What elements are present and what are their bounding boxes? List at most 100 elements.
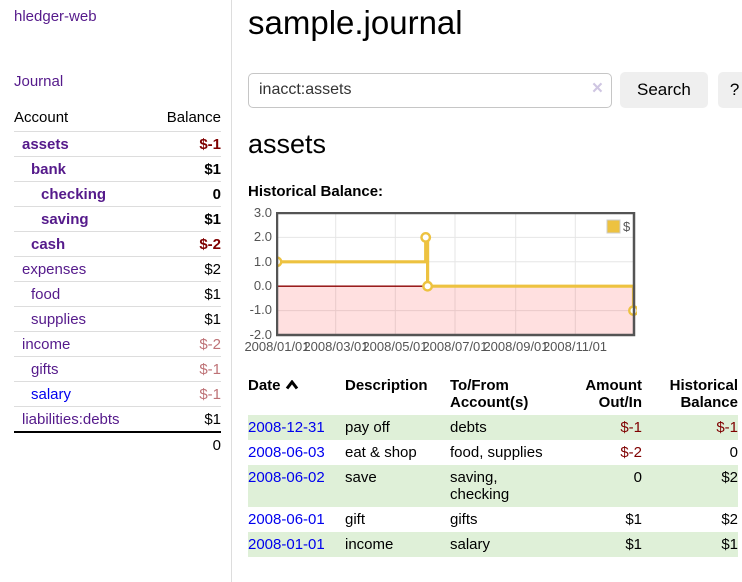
transaction-amount: 0 [560,465,642,507]
transaction-amount: $-2 [620,444,642,461]
register-header-row: Date Description To/From Account(s) Amou… [248,375,738,415]
x-tick: 2008/09/01 [483,339,549,354]
account-balance: $-1 [150,381,221,407]
column-header-balance: Historical Balance [669,377,738,411]
y-tick: 0.0 [253,278,272,293]
column-header-account: To/From Account(s) [450,377,529,411]
x-tick: 2008/05/01 [362,339,428,354]
account-link-supplies[interactable]: supplies [31,310,87,328]
transaction-amount: $1 [625,511,642,528]
account-row: supplies $1 [14,306,221,332]
brand-link[interactable]: hledger-web [14,8,97,25]
account-row: gifts $-1 [14,356,221,382]
transaction-description: save [345,465,450,507]
data-point [420,232,432,243]
account-link-liabilities-debts[interactable]: liabilities:debts [22,410,120,428]
y-tick: 3.0 [253,205,272,220]
account-link-assets[interactable]: assets [22,135,69,153]
account-link-expenses[interactable]: expenses [22,260,87,278]
transaction-account: debts [450,415,560,440]
search-button[interactable]: Search [620,72,708,108]
x-tick: 2008/11/01 [542,339,608,354]
transaction-description: pay off [345,415,450,440]
search-input[interactable] [248,72,612,108]
accounts-total-balance: 0 [150,431,221,457]
transaction-description: eat & shop [345,444,417,461]
accounts-table: Account Balance assets $-1 bank $1 check… [14,106,221,457]
main-content: sample.journal × Search ? assets Histori… [232,0,742,582]
sidebar: hledger-web Journal Account Balance asse… [0,0,232,582]
search-form: × Search ? [248,72,742,108]
account-link-income[interactable]: income [22,335,71,353]
transaction-date-link[interactable]: 2008-06-03 [248,444,325,461]
register-row: 2008-06-02 save saving, checking 0 $2 [248,465,738,507]
account-link-gifts[interactable]: gifts [31,360,59,378]
account-balance: $-2 [150,331,221,357]
accounts-header-row: Account Balance [14,106,221,132]
x-tick: 2008/01/01 [244,339,310,354]
account-row: checking 0 [14,181,221,207]
register-table: Date Description To/From Account(s) Amou… [248,375,738,557]
transaction-date-link[interactable]: 2008-06-02 [248,469,325,486]
help-button[interactable]: ? [717,72,742,108]
transaction-date-link[interactable]: 2008-12-31 [248,419,325,436]
historical-balance-label: Historical Balance: [248,183,384,200]
y-tick: -2.0 [249,327,272,342]
account-row: assets $-1 [14,131,221,157]
account-row: income $-2 [14,331,221,357]
transaction-balance: $2 [721,511,738,528]
transaction-balance: $1 [642,532,738,557]
account-link-cash[interactable]: cash [31,235,66,253]
accounts-header-balance: Balance [150,106,221,132]
account-balance: 0 [150,181,221,207]
transaction-account: saving, checking [450,465,560,507]
account-row: liabilities:debts $1 [14,407,221,433]
account-balance: $-1 [150,356,221,382]
transaction-balance: $-1 [642,415,738,440]
clear-search-icon[interactable]: × [591,77,603,99]
data-point [422,280,434,292]
page-title: sample.journal [248,4,463,41]
transaction-account: gifts [450,511,478,528]
account-balance: $1 [204,410,221,428]
account-balance: $2 [150,256,221,282]
account-balance: $-2 [150,231,221,257]
column-header-amount: Amount Out/In [585,377,642,411]
account-balance: $1 [150,306,221,332]
account-balance: $1 [150,281,221,307]
transaction-amount: $-1 [560,415,642,440]
legend-label: $ [623,219,631,234]
account-balance: $1 [150,156,221,182]
accounts-total-row: 0 [14,431,221,457]
transaction-description: gift [345,511,366,528]
y-tick: -1.0 [249,302,272,317]
register-row: 2008-06-03 eat & shop food, supplies $-2… [248,440,738,465]
account-link-checking[interactable]: checking [41,185,107,203]
transaction-description: income [345,532,450,557]
sidebar-item-journal[interactable]: Journal [14,73,64,90]
account-row: cash $-2 [14,231,221,257]
account-heading: assets [248,129,327,159]
account-row: bank $1 [14,156,221,182]
account-link-saving[interactable]: saving [41,210,89,228]
account-link-bank[interactable]: bank [31,160,67,178]
x-tick: 2008/07/01 [422,339,488,354]
accounts-header-account: Account [14,106,151,132]
account-row: saving $1 [14,206,221,232]
transaction-date-link[interactable]: 2008-06-01 [248,511,325,528]
transaction-date-link[interactable]: 2008-01-01 [248,536,325,553]
legend-swatch [606,219,621,234]
account-row: expenses $2 [14,256,221,282]
transaction-account: food, supplies [450,444,543,461]
transaction-account: salary [450,532,560,557]
account-link-food[interactable]: food [31,285,61,303]
transaction-amount: $1 [560,532,642,557]
account-link-salary[interactable]: salary [31,385,72,403]
y-tick: 1.0 [253,254,272,269]
account-balance: $-1 [150,131,221,157]
register-row: 2008-12-31 pay off debts $-1 $-1 [248,415,738,440]
x-tick: 2008/03/01 [303,339,369,354]
column-header-date[interactable]: Date [248,375,345,415]
register-row: 2008-06-01 gift gifts $1 $2 [248,507,738,532]
account-balance: $1 [150,206,221,232]
